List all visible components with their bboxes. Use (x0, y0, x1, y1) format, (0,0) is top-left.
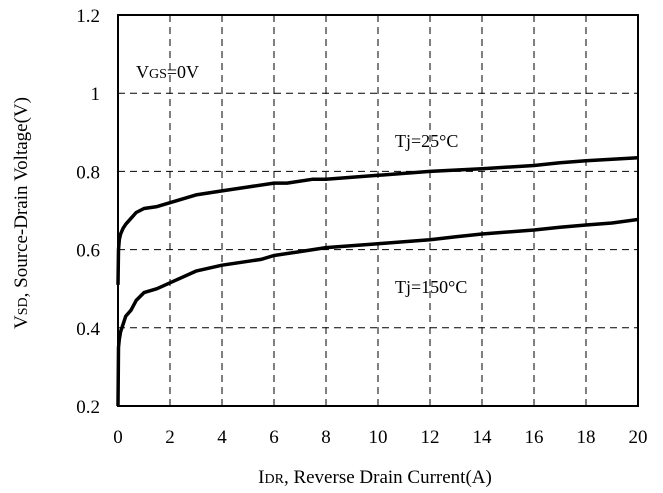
x-tick-label: 16 (525, 427, 544, 448)
series-label-150c: Tj=150°C (395, 277, 467, 297)
plot-frame (117, 14, 639, 407)
x-tick-label: 14 (473, 427, 493, 448)
y-axis-label: VSD, Source-Drain Voltage(V) (11, 97, 32, 329)
y-tick-label: 0.4 (76, 319, 100, 340)
series-line-150c (116, 217, 639, 407)
y-tick-label: 0.8 (76, 162, 100, 183)
series-layer (116, 155, 639, 407)
y-tick-label: 0.6 (76, 241, 100, 262)
x-tick-label: 10 (369, 427, 388, 448)
x-tick-label: 4 (217, 427, 227, 448)
x-tick-labels: 0 2 4 6 8 10 12 14 16 18 20 (113, 427, 647, 448)
x-tick-label: 6 (269, 427, 279, 448)
y-tick-label: 1.2 (76, 6, 100, 27)
x-tick-label: 2 (165, 427, 175, 448)
x-tick-label: 0 (113, 427, 123, 448)
x-tick-label: 8 (321, 427, 331, 448)
y-tick-labels: 0.2 0.4 0.6 0.8 1 1.2 (76, 6, 100, 418)
grid (118, 15, 638, 406)
y-tick-label: 0.2 (76, 397, 100, 418)
x-axis-label: IDR, Reverse Drain Current(A) (258, 467, 492, 488)
condition-annotation: VGS=0V (136, 62, 199, 82)
x-tick-label: 20 (629, 427, 648, 448)
y-tick-label: 1 (91, 84, 101, 105)
x-tick-label: 12 (421, 427, 440, 448)
x-tick-label: 18 (577, 427, 596, 448)
series-label-25c: Tj=25°C (395, 131, 458, 151)
series-line-25c (116, 155, 639, 285)
